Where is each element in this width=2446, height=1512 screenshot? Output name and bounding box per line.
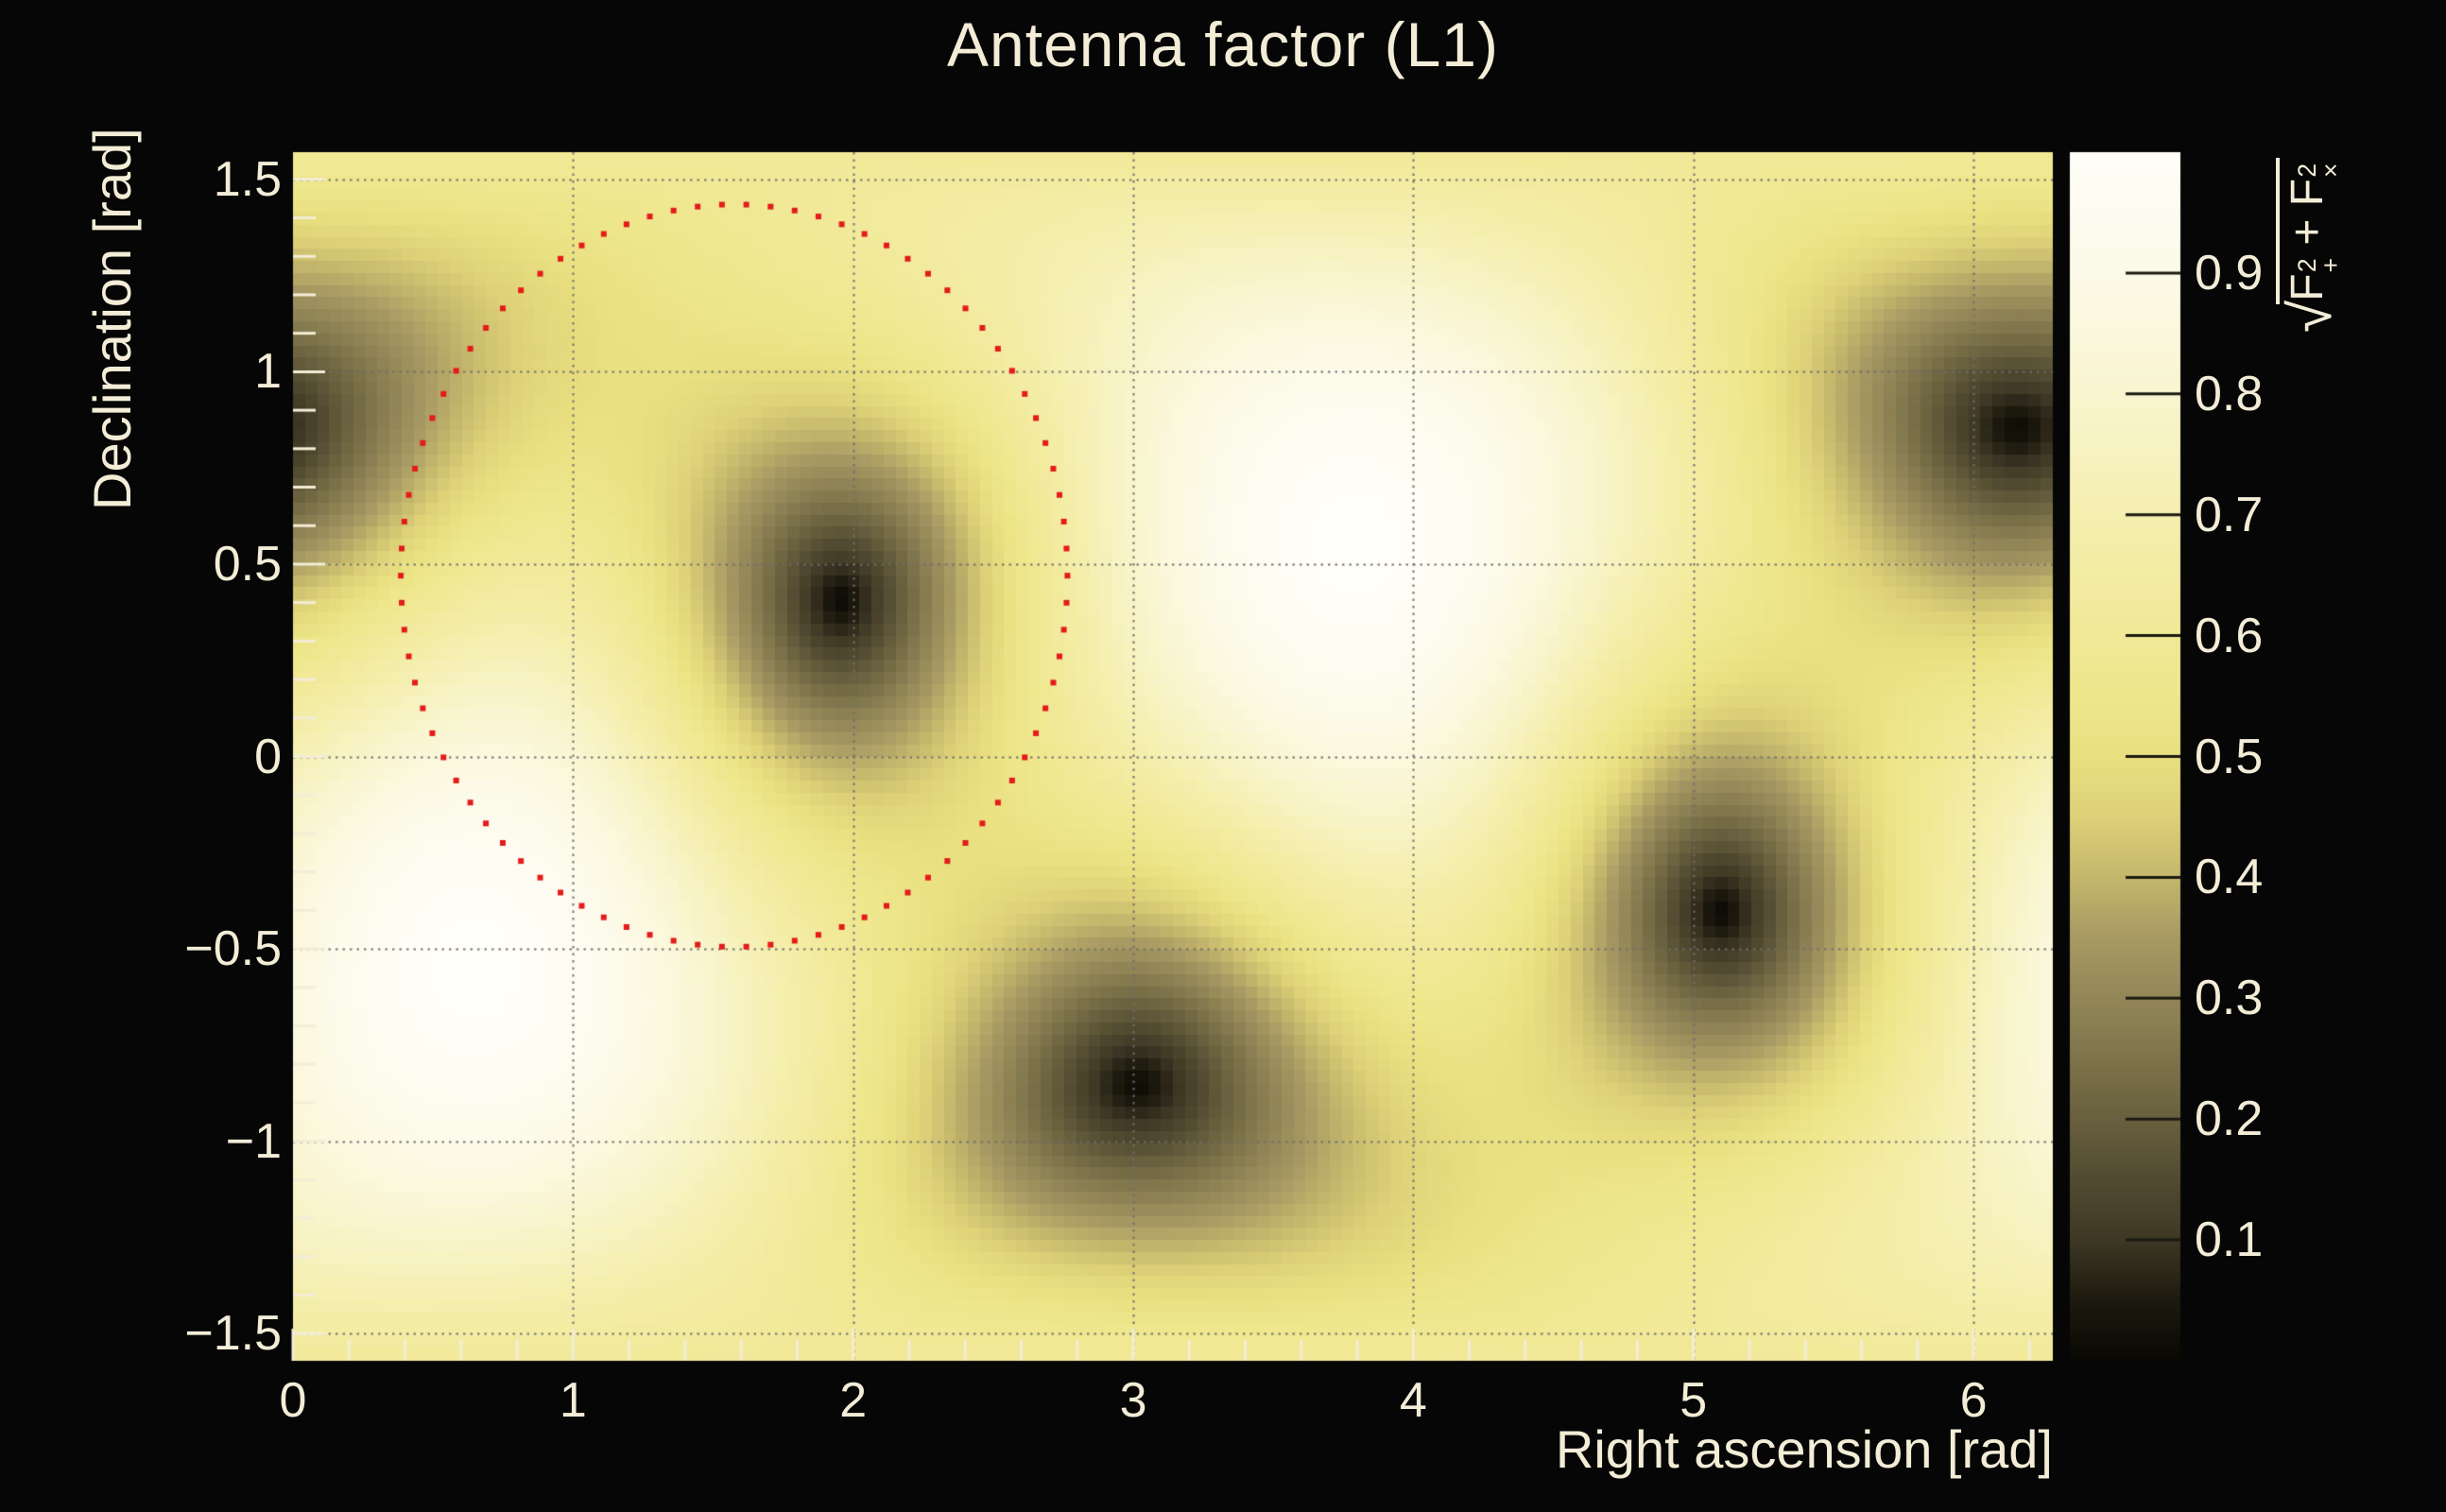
f-cross-scripts: 2 × [2292, 163, 2345, 178]
chart-title: Antenna factor (L1) [947, 9, 1499, 79]
colorbar-tick-label-0.8: 0.8 [2195, 366, 2264, 421]
colorbar-tick-label-0.6: 0.6 [2195, 608, 2264, 663]
x-axis-title: Right ascension [rad] [1555, 1419, 2053, 1479]
spacer [2282, 206, 2333, 218]
y-tick-label-−0.5: −0.5 [184, 921, 282, 977]
colorbar-tick-label-0.4: 0.4 [2195, 850, 2264, 905]
x-tick-label-2: 2 [839, 1373, 868, 1428]
f-cross-sup: 2 [2292, 163, 2321, 178]
plot-area [293, 152, 2053, 1361]
colorbar-tick-label-0.1: 0.1 [2195, 1212, 2264, 1268]
colorbar-tick-label-0.2: 0.2 [2195, 1091, 2264, 1147]
f-cross-symbol: F [2282, 178, 2333, 207]
x-tick-label-0: 0 [279, 1373, 307, 1428]
colorbar-tick-label-0.3: 0.3 [2195, 971, 2264, 1026]
y-tick-label-−1: −1 [225, 1113, 282, 1169]
y-tick-label-0.5: 0.5 [213, 536, 282, 592]
colorbar-tick-label-0.9: 0.9 [2195, 245, 2264, 301]
y-tick-label-−1.5: −1.5 [184, 1306, 282, 1362]
y-tick-label-1: 1 [254, 344, 282, 400]
y-tick-label-0: 0 [254, 729, 282, 784]
f-cross-sub: × [2316, 163, 2345, 178]
colorbar [2070, 152, 2180, 1361]
x-tick-label-3: 3 [1119, 1373, 1147, 1428]
x-tick-label-1: 1 [559, 1373, 587, 1428]
y-tick-label-1.5: 1.5 [213, 151, 282, 207]
colorbar-tick-label-0.7: 0.7 [2195, 487, 2264, 542]
x-tick-label-6: 6 [1959, 1373, 1988, 1428]
x-tick-label-4: 4 [1399, 1373, 1427, 1428]
colorbar-tick-label-0.5: 0.5 [2195, 729, 2264, 784]
x-tick-label-5: 5 [1679, 1373, 1708, 1428]
